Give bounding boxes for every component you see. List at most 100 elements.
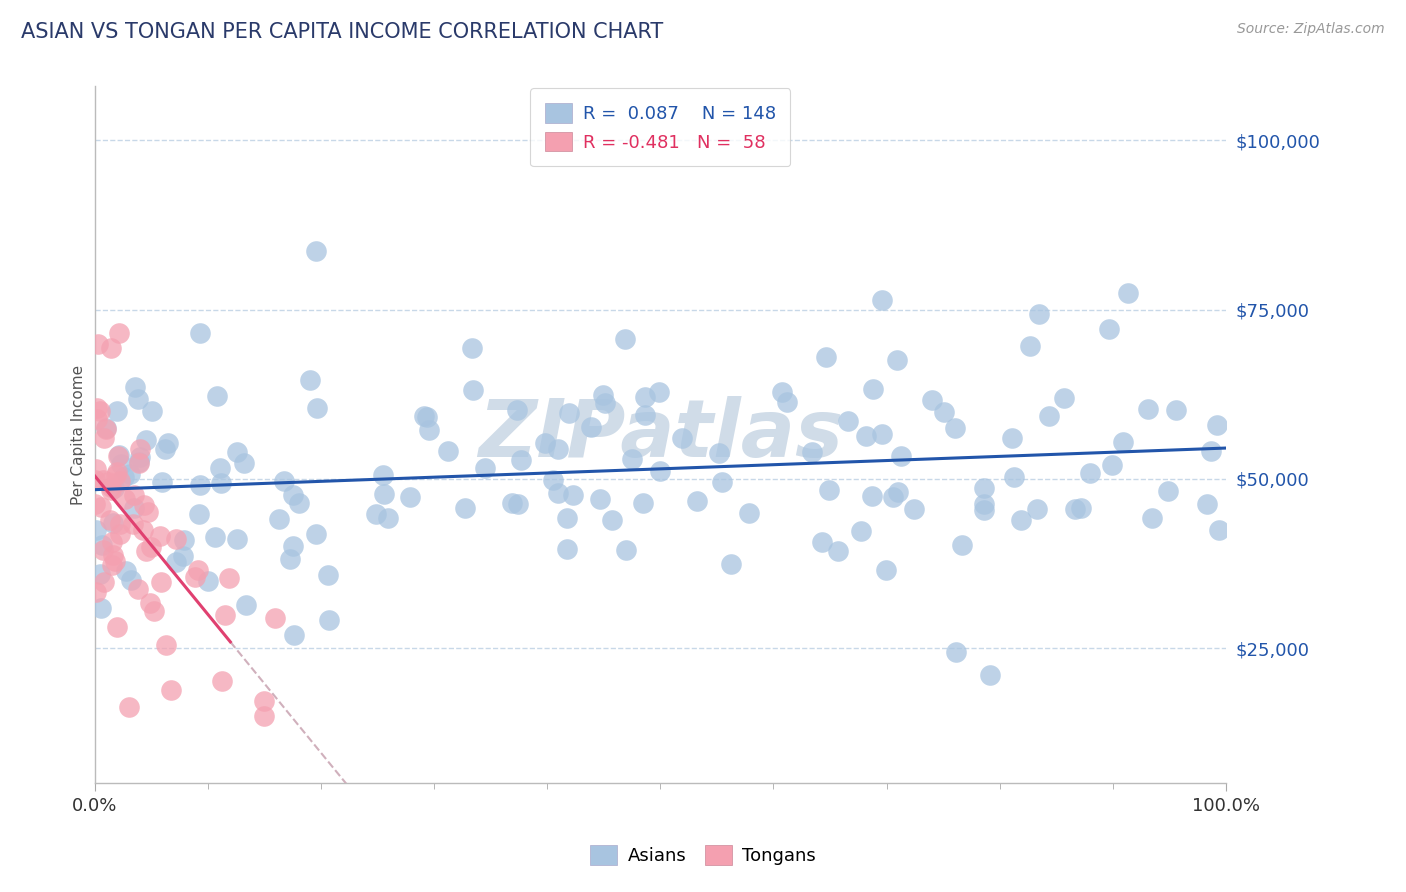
Point: [122, 516, 145, 531]
Point: [207, 389, 229, 403]
Point: [188, 507, 211, 521]
Point: [100, 483, 122, 498]
Point: [115, 564, 138, 578]
Point: [91, 473, 114, 487]
Text: ZIPatlas: ZIPatlas: [478, 396, 842, 474]
Point: [561, 488, 583, 502]
Point: [855, 429, 877, 443]
Point: [886, 353, 908, 368]
Point: [555, 511, 578, 525]
Point: [817, 483, 839, 497]
Point: [437, 443, 460, 458]
Point: [1019, 339, 1042, 353]
Point: [815, 350, 838, 364]
Point: [1010, 513, 1032, 527]
Point: [1038, 409, 1060, 423]
Point: [1001, 431, 1024, 445]
Point: [631, 495, 654, 509]
Point: [155, 638, 177, 652]
Point: [1053, 391, 1076, 405]
Point: [1070, 501, 1092, 516]
Point: [501, 496, 523, 510]
Point: [613, 332, 636, 346]
Point: [139, 595, 162, 609]
Point: [153, 442, 176, 457]
Point: [84, 462, 107, 476]
Point: [1026, 502, 1049, 516]
Point: [770, 384, 793, 399]
Point: [685, 494, 707, 508]
Point: [214, 608, 236, 623]
Point: [150, 475, 173, 490]
Point: [104, 554, 127, 568]
Point: [887, 485, 910, 500]
Point: [474, 461, 496, 475]
Point: [305, 526, 328, 541]
Point: [547, 486, 569, 500]
Point: [860, 489, 883, 503]
Point: [318, 613, 340, 627]
Point: [93, 431, 115, 445]
Point: [135, 433, 157, 447]
Point: [614, 543, 637, 558]
Point: [84, 497, 107, 511]
Point: [738, 506, 761, 520]
Point: [226, 445, 249, 459]
Point: [1140, 511, 1163, 525]
Point: [86, 401, 108, 415]
Point: [281, 539, 304, 553]
Point: [159, 682, 181, 697]
Point: [90, 601, 112, 615]
Point: [90, 500, 112, 515]
Point: [945, 645, 967, 659]
Point: [973, 503, 995, 517]
Point: [107, 448, 129, 462]
Point: [156, 436, 179, 450]
Point: [114, 492, 136, 507]
Point: [105, 620, 128, 634]
Point: [104, 468, 127, 483]
Point: [253, 708, 276, 723]
Point: [950, 538, 973, 552]
Point: [141, 404, 163, 418]
Point: [648, 384, 671, 399]
Point: [412, 409, 434, 423]
Point: [139, 540, 162, 554]
Point: [87, 336, 110, 351]
Point: [827, 543, 849, 558]
Point: [218, 571, 240, 585]
Point: [86, 412, 108, 426]
Point: [103, 549, 125, 563]
Point: [1080, 466, 1102, 480]
Point: [299, 373, 322, 387]
Point: [837, 414, 859, 428]
Point: [418, 423, 440, 437]
Point: [1002, 469, 1025, 483]
Point: [849, 524, 872, 539]
Point: [172, 549, 194, 563]
Point: [273, 474, 295, 488]
Point: [97, 475, 120, 489]
Point: [579, 420, 602, 434]
Point: [1116, 286, 1139, 301]
Point: [143, 603, 166, 617]
Point: [307, 401, 329, 416]
Point: [128, 455, 150, 469]
Point: [934, 404, 956, 418]
Point: [86, 524, 108, 538]
Point: [253, 694, 276, 708]
Point: [108, 516, 131, 531]
Point: [558, 406, 581, 420]
Point: [150, 575, 173, 590]
Point: [100, 480, 122, 494]
Text: ASIAN VS TONGAN PER CAPITA INCOME CORRELATION CHART: ASIAN VS TONGAN PER CAPITA INCOME CORREL…: [21, 22, 664, 42]
Point: [870, 293, 893, 308]
Point: [209, 476, 232, 491]
Point: [107, 403, 129, 417]
Point: [1101, 458, 1123, 473]
Point: [94, 421, 117, 435]
Point: [91, 538, 114, 552]
Point: [592, 388, 614, 402]
Point: [1137, 401, 1160, 416]
Point: [103, 481, 125, 495]
